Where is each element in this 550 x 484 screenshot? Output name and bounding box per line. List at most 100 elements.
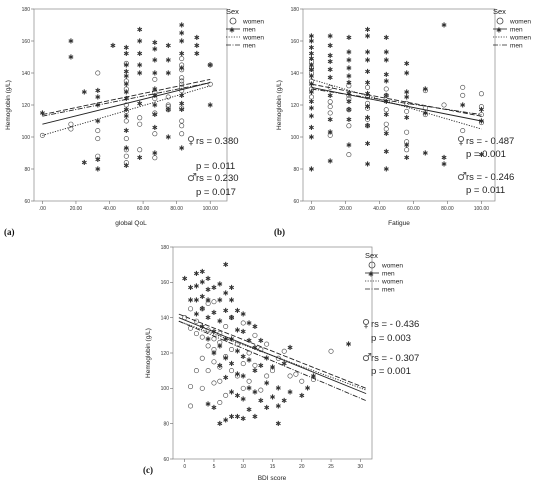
data-point-men: ✱ [152,57,158,65]
data-point-men: ✱ [270,364,276,372]
data-point-men: ✱ [165,133,171,141]
data-point-men: ✱ [287,388,293,396]
y-tick-label: 160 [291,39,300,45]
data-point-women [240,361,246,367]
data-point-men: ✱ [275,385,281,393]
data-point-men: ✱ [383,57,389,65]
series-women [182,299,334,409]
data-point-men: ✱ [123,127,129,135]
fit-line-men-dashdot [311,88,482,116]
data-point-men: ✱ [152,124,158,132]
data-point-men: ✱ [179,92,185,100]
data-point-women [207,81,213,87]
data-point-women [217,364,223,370]
data-point-women [229,346,235,352]
data-point-women [287,373,293,379]
x-axis-label: BDI score [258,475,287,482]
data-point-men: ✱ [205,275,211,283]
series-women [39,56,213,166]
women-p: p = 0.011 [196,161,235,172]
data-point-women [123,60,129,66]
data-point-men: ✱ [478,151,484,159]
data-point-men: ✱ [234,413,240,421]
data-point-men: ✱ [179,65,185,73]
data-point-men: ✱ [217,362,223,370]
data-point-men: ✱ [152,45,158,53]
data-point-men: ✱ [179,145,185,153]
data-point-men: ✱ [193,282,199,290]
data-point-women [327,110,333,116]
data-point-men: ✱ [137,100,143,108]
data-point-men: ✱ [346,49,352,57]
data-point-men: ✱ [199,268,205,276]
data-point-men: ✱ [404,69,410,77]
data-point-women [441,102,447,108]
data-point-women [137,147,143,153]
data-point-men: ✱ [365,114,371,122]
male-symbol: ♂ [457,170,467,183]
y-tick-label: 100 [22,135,31,141]
data-point-men: ✱ [229,296,235,304]
data-point-men: ✱ [365,90,371,98]
data-point-men: ✱ [152,85,158,93]
data-point-women [383,107,389,113]
data-point-men: ✱ [346,141,352,149]
legend-label: men [243,27,256,34]
x-tick-label: 80.00 [441,206,454,212]
data-point-men: ✱ [309,61,315,69]
data-point-women [123,136,129,142]
y-tick-label: 80 [293,167,299,173]
x-tick-label: 5 [213,464,216,470]
data-point-men: ✱ [95,87,101,95]
y-tick-label: 120 [161,351,170,357]
women-rs: rs = 0.380 [196,136,239,147]
data-point-men: ✱ [205,335,211,343]
data-point-women [299,378,305,384]
data-point-women [179,118,185,124]
y-tick-label: 160 [22,39,31,45]
data-point-men: ✱ [152,149,158,157]
data-point-women [205,368,211,374]
data-point-men: ✱ [287,344,293,352]
data-point-women [123,153,129,159]
data-point-men: ✱ [246,337,252,345]
data-point-women [68,121,74,127]
data-point-women [152,89,158,95]
data-point-men: ✱ [152,92,158,100]
x-tick-label: 100.00 [474,206,490,212]
y-tick-label: 180 [22,7,31,13]
data-point-men: ✱ [404,154,410,162]
data-point-men: ✱ [179,29,185,37]
data-point-women [193,318,199,324]
data-point-women [269,368,275,374]
data-point-men: ✱ [309,165,315,173]
data-point-men: ✱ [123,73,129,81]
data-point-men: ✱ [383,71,389,79]
x-tick-label: 15 [270,464,276,470]
data-point-men: ✱ [264,355,270,363]
data-point-men: ✱ [309,50,315,58]
data-point-women [123,78,129,84]
data-point-women [328,348,334,354]
data-point-men: ✱ [207,61,213,69]
data-point-men: ✱ [152,69,158,77]
data-point-women [123,108,129,114]
data-point-men: ✱ [194,50,200,58]
data-point-men: ✱ [123,113,129,121]
legend-item: ✱ men [493,27,523,35]
data-point-women [346,152,352,158]
data-point-men: ✱ [223,289,229,297]
data-point-women [179,131,185,137]
data-point-women [308,78,314,84]
data-point-men: ✱ [137,50,143,58]
legend-label: women [509,19,531,26]
legend-item: men [365,287,395,294]
legend-label: men [382,271,395,278]
y-tick-label: 180 [161,245,170,251]
data-point-men: ✱ [383,130,389,138]
chart-panel-1: 60 80 100 120 140 160 180 .00 20.00 40.00 60.00 80.… [4,7,264,237]
data-point-men: ✱ [152,111,158,119]
legend-label: women [509,35,531,42]
data-point-men: ✱ [68,53,74,61]
data-point-women [211,380,217,386]
